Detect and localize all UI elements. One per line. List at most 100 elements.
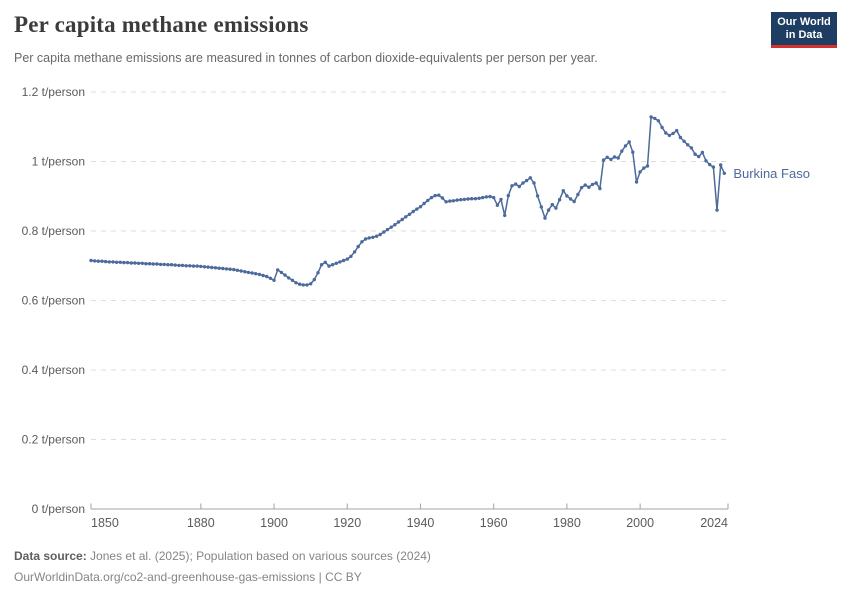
data-point[interactable] [660, 125, 664, 130]
data-point[interactable] [620, 149, 624, 153]
data-point[interactable] [129, 261, 133, 265]
data-point[interactable] [645, 164, 650, 168]
data-point[interactable] [631, 150, 635, 154]
data-point[interactable] [349, 254, 353, 259]
data-point[interactable] [700, 150, 705, 155]
data-point[interactable] [587, 185, 591, 189]
data-point[interactable] [334, 261, 338, 265]
data-point[interactable] [265, 274, 269, 279]
data-point[interactable] [136, 261, 141, 265]
data-point[interactable] [601, 158, 606, 162]
data-point[interactable] [488, 194, 492, 199]
data-point[interactable] [338, 260, 342, 264]
data-point[interactable] [524, 178, 529, 183]
data-point[interactable] [514, 182, 518, 186]
data-point[interactable] [656, 119, 661, 123]
data-point[interactable] [166, 263, 170, 267]
data-point[interactable] [100, 259, 104, 263]
data-point[interactable] [279, 270, 284, 275]
data-point[interactable] [532, 181, 536, 185]
data-point[interactable] [177, 263, 181, 268]
data-point[interactable] [510, 184, 514, 188]
data-point[interactable] [114, 260, 119, 264]
series-group[interactable]: Burkina Faso [89, 115, 810, 287]
data-point[interactable] [111, 260, 115, 264]
data-point[interactable] [415, 207, 419, 211]
data-point[interactable] [473, 197, 478, 201]
data-point[interactable] [243, 270, 247, 274]
data-point[interactable] [367, 236, 371, 240]
data-point[interactable] [290, 278, 295, 282]
data-point[interactable] [451, 199, 456, 203]
data-point[interactable] [594, 181, 598, 185]
data-point[interactable] [254, 272, 258, 276]
data-point[interactable] [576, 192, 580, 197]
data-point[interactable] [327, 264, 331, 268]
data-point[interactable] [374, 234, 379, 238]
data-point[interactable] [191, 264, 196, 268]
data-point[interactable] [330, 263, 335, 267]
data-point[interactable] [250, 271, 254, 275]
data-point[interactable] [319, 263, 324, 267]
data-point[interactable] [356, 244, 360, 249]
data-point[interactable] [477, 196, 481, 200]
data-point[interactable] [642, 166, 646, 170]
data-point[interactable] [678, 135, 683, 140]
series-label-burkina-faso[interactable]: Burkina Faso [733, 166, 810, 181]
data-point[interactable] [583, 183, 587, 187]
data-point[interactable] [195, 264, 199, 268]
data-point[interactable] [667, 133, 672, 138]
data-point[interactable] [199, 264, 203, 269]
data-point[interactable] [385, 227, 390, 232]
data-point[interactable] [382, 230, 386, 234]
data-point[interactable] [371, 235, 375, 239]
data-point[interactable] [572, 199, 576, 204]
data-point[interactable] [455, 198, 459, 202]
data-point[interactable] [96, 259, 101, 263]
data-point[interactable] [188, 264, 192, 268]
data-point[interactable] [719, 163, 723, 167]
data-point[interactable] [224, 267, 229, 271]
data-point[interactable] [550, 202, 554, 207]
data-point[interactable] [697, 154, 701, 159]
data-point[interactable] [213, 266, 218, 270]
data-point[interactable] [122, 260, 126, 265]
data-point[interactable] [506, 193, 510, 198]
data-point[interactable] [323, 260, 327, 264]
data-point[interactable] [173, 263, 177, 267]
data-point[interactable] [686, 143, 690, 147]
data-point[interactable] [616, 156, 620, 160]
data-point[interactable] [228, 267, 232, 271]
data-point[interactable] [352, 250, 357, 254]
data-point[interactable] [360, 240, 364, 244]
data-point[interactable] [481, 195, 485, 200]
data-point[interactable] [653, 116, 657, 121]
data-point[interactable] [206, 265, 210, 269]
data-point[interactable] [276, 268, 280, 272]
data-point[interactable] [147, 262, 152, 266]
data-point[interactable] [389, 225, 393, 229]
data-point[interactable] [605, 155, 609, 159]
data-point[interactable] [169, 263, 174, 267]
data-point[interactable] [217, 266, 221, 270]
data-point[interactable] [722, 171, 726, 175]
data-point[interactable] [708, 162, 712, 167]
data-point[interactable] [151, 262, 155, 266]
data-point[interactable] [93, 259, 97, 263]
data-point[interactable] [437, 193, 441, 197]
data-point[interactable] [261, 273, 265, 278]
data-point[interactable] [411, 209, 415, 214]
data-point[interactable] [140, 261, 144, 265]
data-point[interactable] [393, 223, 397, 227]
data-point[interactable] [459, 198, 463, 202]
data-point[interactable] [492, 195, 496, 200]
data-point[interactable] [444, 200, 448, 204]
data-point[interactable] [301, 283, 305, 287]
data-point[interactable] [484, 195, 489, 199]
data-point[interactable] [341, 258, 346, 263]
data-point[interactable] [294, 281, 298, 285]
data-point[interactable] [180, 263, 185, 268]
data-point[interactable] [440, 196, 445, 200]
data-point[interactable] [634, 180, 639, 184]
